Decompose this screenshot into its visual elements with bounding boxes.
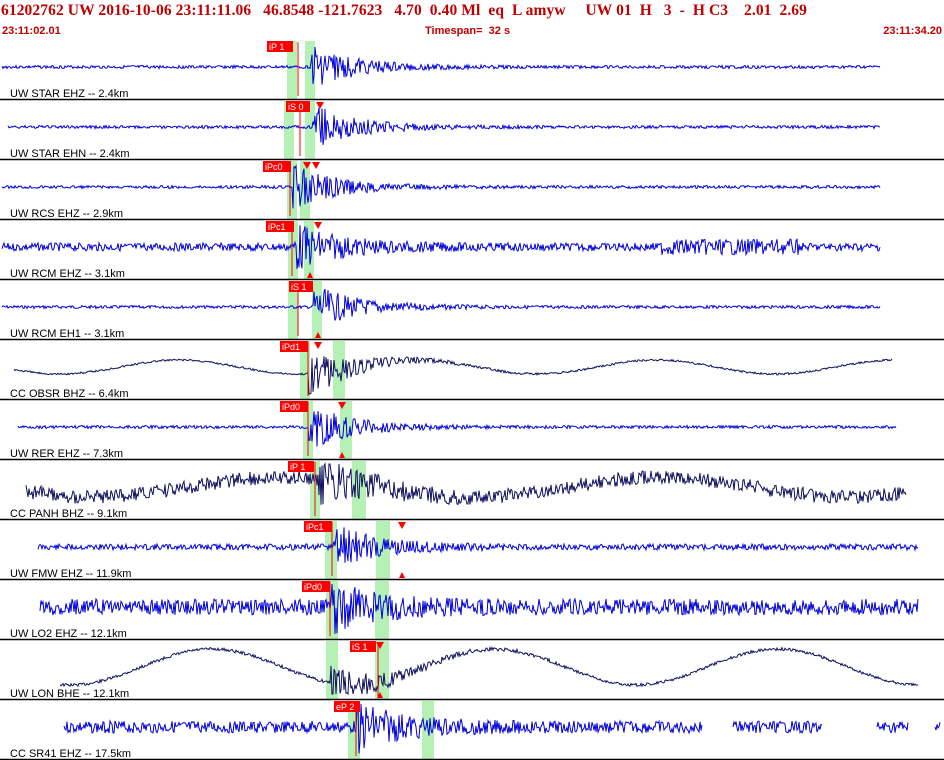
pick-window	[376, 521, 390, 579]
trace-row[interactable]: iPc1 UW FMW EHZ -- 11.9km	[0, 521, 944, 581]
trace-row[interactable]: iS 1 UW RCM EH1 -- 3.1km	[0, 281, 944, 341]
pick-window	[288, 281, 298, 339]
pick-window	[325, 521, 337, 579]
pick-label: iS 1	[291, 282, 307, 292]
pick-tag[interactable]	[288, 461, 314, 472]
pick-tag[interactable]	[267, 41, 293, 52]
seismogram-panel[interactable]: iP 1 UW STAR EHZ -- 2.4km iS 0 UW STAR EHN …	[0, 40, 944, 760]
waveform	[1, 288, 881, 321]
channel-label: UW LON BHE -- 12.1km	[10, 688, 129, 700]
waveform	[39, 583, 919, 634]
channel-label: UW STAR EHN -- 2.4km	[10, 148, 130, 160]
pick-marker-icon[interactable]	[314, 342, 322, 349]
pick-tag[interactable]	[266, 221, 294, 232]
pick-window	[300, 341, 310, 399]
waveform	[1, 164, 881, 209]
pick-tag[interactable]	[280, 401, 308, 412]
waveform	[59, 645, 919, 696]
waveform	[1, 46, 881, 85]
event-title: 61202762 UW 2016-10-06 23:11:11.06 46.85…	[1, 2, 807, 19]
channel-label: CC PANH BHZ -- 9.1km	[10, 508, 127, 520]
waveform	[37, 527, 919, 563]
channel-label: UW LO2 EHZ -- 12.1km	[10, 628, 127, 640]
channel-label: UW RER EHZ -- 7.3km	[10, 448, 123, 460]
trace-row[interactable]: iS 0 UW STAR EHN -- 2.4km	[0, 101, 944, 161]
pick-label: iPc1	[268, 222, 286, 232]
pick-marker-icon[interactable]	[377, 692, 383, 698]
pick-marker-icon[interactable]	[312, 162, 320, 169]
start-time: 23:11:02.01	[2, 25, 61, 37]
channel-label: CC OBSR BHZ -- 6.4km	[10, 388, 129, 400]
pick-marker-icon[interactable]	[376, 642, 384, 649]
pick-label: iPc0	[265, 162, 283, 172]
pick-marker-icon[interactable]	[314, 222, 322, 229]
pick-window	[288, 221, 298, 279]
trace-row[interactable]: iPc0 UW RCS EHZ -- 2.9km	[0, 161, 944, 221]
pick-label: iP 1	[290, 462, 305, 472]
channel-label: CC SR41 EHZ -- 17.5km	[10, 748, 131, 760]
waveform	[17, 411, 897, 447]
trace-row[interactable]: iS 1 UW LON BHE -- 12.1km	[0, 641, 944, 701]
trace-row[interactable]: iPd0 UW LO2 EHZ -- 12.1km	[0, 581, 944, 641]
pick-tag[interactable]	[350, 641, 376, 652]
pick-label: iPd1	[282, 342, 300, 352]
pick-label: eP 2	[336, 702, 354, 712]
pick-window	[287, 41, 297, 99]
pick-tag[interactable]	[334, 701, 360, 712]
channel-label: UW RCM EH1 -- 3.1km	[10, 328, 124, 340]
pick-label: iPd0	[304, 582, 322, 592]
waveform	[7, 107, 881, 145]
trace-row[interactable]: iPd0 UW RER EHZ -- 7.3km	[0, 401, 944, 461]
trace-row[interactable]: iP 1 UW STAR EHZ -- 2.4km	[0, 41, 944, 101]
pick-tag[interactable]	[304, 521, 332, 532]
pick-marker-icon[interactable]	[398, 522, 406, 529]
pick-tag[interactable]	[286, 101, 310, 112]
pick-marker-icon[interactable]	[303, 162, 311, 169]
pick-marker-icon[interactable]	[339, 452, 345, 458]
pick-window	[312, 281, 322, 339]
pick-marker-icon[interactable]	[315, 332, 321, 338]
pick-window	[284, 101, 294, 159]
pick-window	[333, 341, 345, 399]
channel-label: UW STAR EHZ -- 2.4km	[10, 88, 128, 100]
waveform	[13, 356, 893, 395]
pick-label: iP 1	[269, 42, 284, 52]
pick-marker-icon[interactable]	[338, 402, 346, 409]
channel-label: UW RCS EHZ -- 2.9km	[10, 208, 123, 220]
event-header: 61202762 UW 2016-10-06 23:11:11.06 46.85…	[0, 0, 944, 40]
end-time: 23:11:34.20	[883, 25, 942, 37]
pick-tag[interactable]	[280, 341, 308, 352]
pick-tag[interactable]	[289, 281, 313, 292]
pick-window	[375, 641, 389, 699]
trace-row[interactable]: iP 1 CC PANH BHZ -- 9.1km	[0, 461, 944, 521]
pick-window	[305, 101, 315, 159]
trace-row[interactable]: iPd1 CC OBSR BHZ -- 6.4km	[0, 341, 944, 401]
pick-label: iS 0	[288, 102, 304, 112]
channel-label: UW FMW EHZ -- 11.9km	[10, 568, 131, 580]
pick-marker-icon[interactable]	[307, 272, 313, 278]
trace-row[interactable]: eP 2 CC SR41 EHZ -- 17.5km	[0, 701, 944, 760]
pick-window	[375, 581, 389, 639]
waveform	[1, 225, 881, 269]
timespan: Timespan= 32 s	[425, 25, 511, 37]
pick-marker-icon[interactable]	[316, 102, 324, 109]
channel-label: UW RCM EHZ -- 3.1km	[10, 268, 125, 280]
pick-label: iPc1	[306, 522, 324, 532]
pick-label: iS 1	[352, 642, 368, 652]
pick-window	[326, 641, 338, 699]
pick-window	[305, 41, 315, 99]
waveform	[63, 703, 941, 754]
pick-tag[interactable]	[263, 161, 291, 172]
pick-label: iPd0	[282, 402, 300, 412]
pick-tag[interactable]	[302, 581, 330, 592]
waveform	[25, 462, 907, 506]
trace-row[interactable]: iPc1 UW RCM EHZ -- 3.1km	[0, 221, 944, 281]
pick-marker-icon[interactable]	[399, 572, 405, 578]
pick-window	[340, 401, 352, 459]
